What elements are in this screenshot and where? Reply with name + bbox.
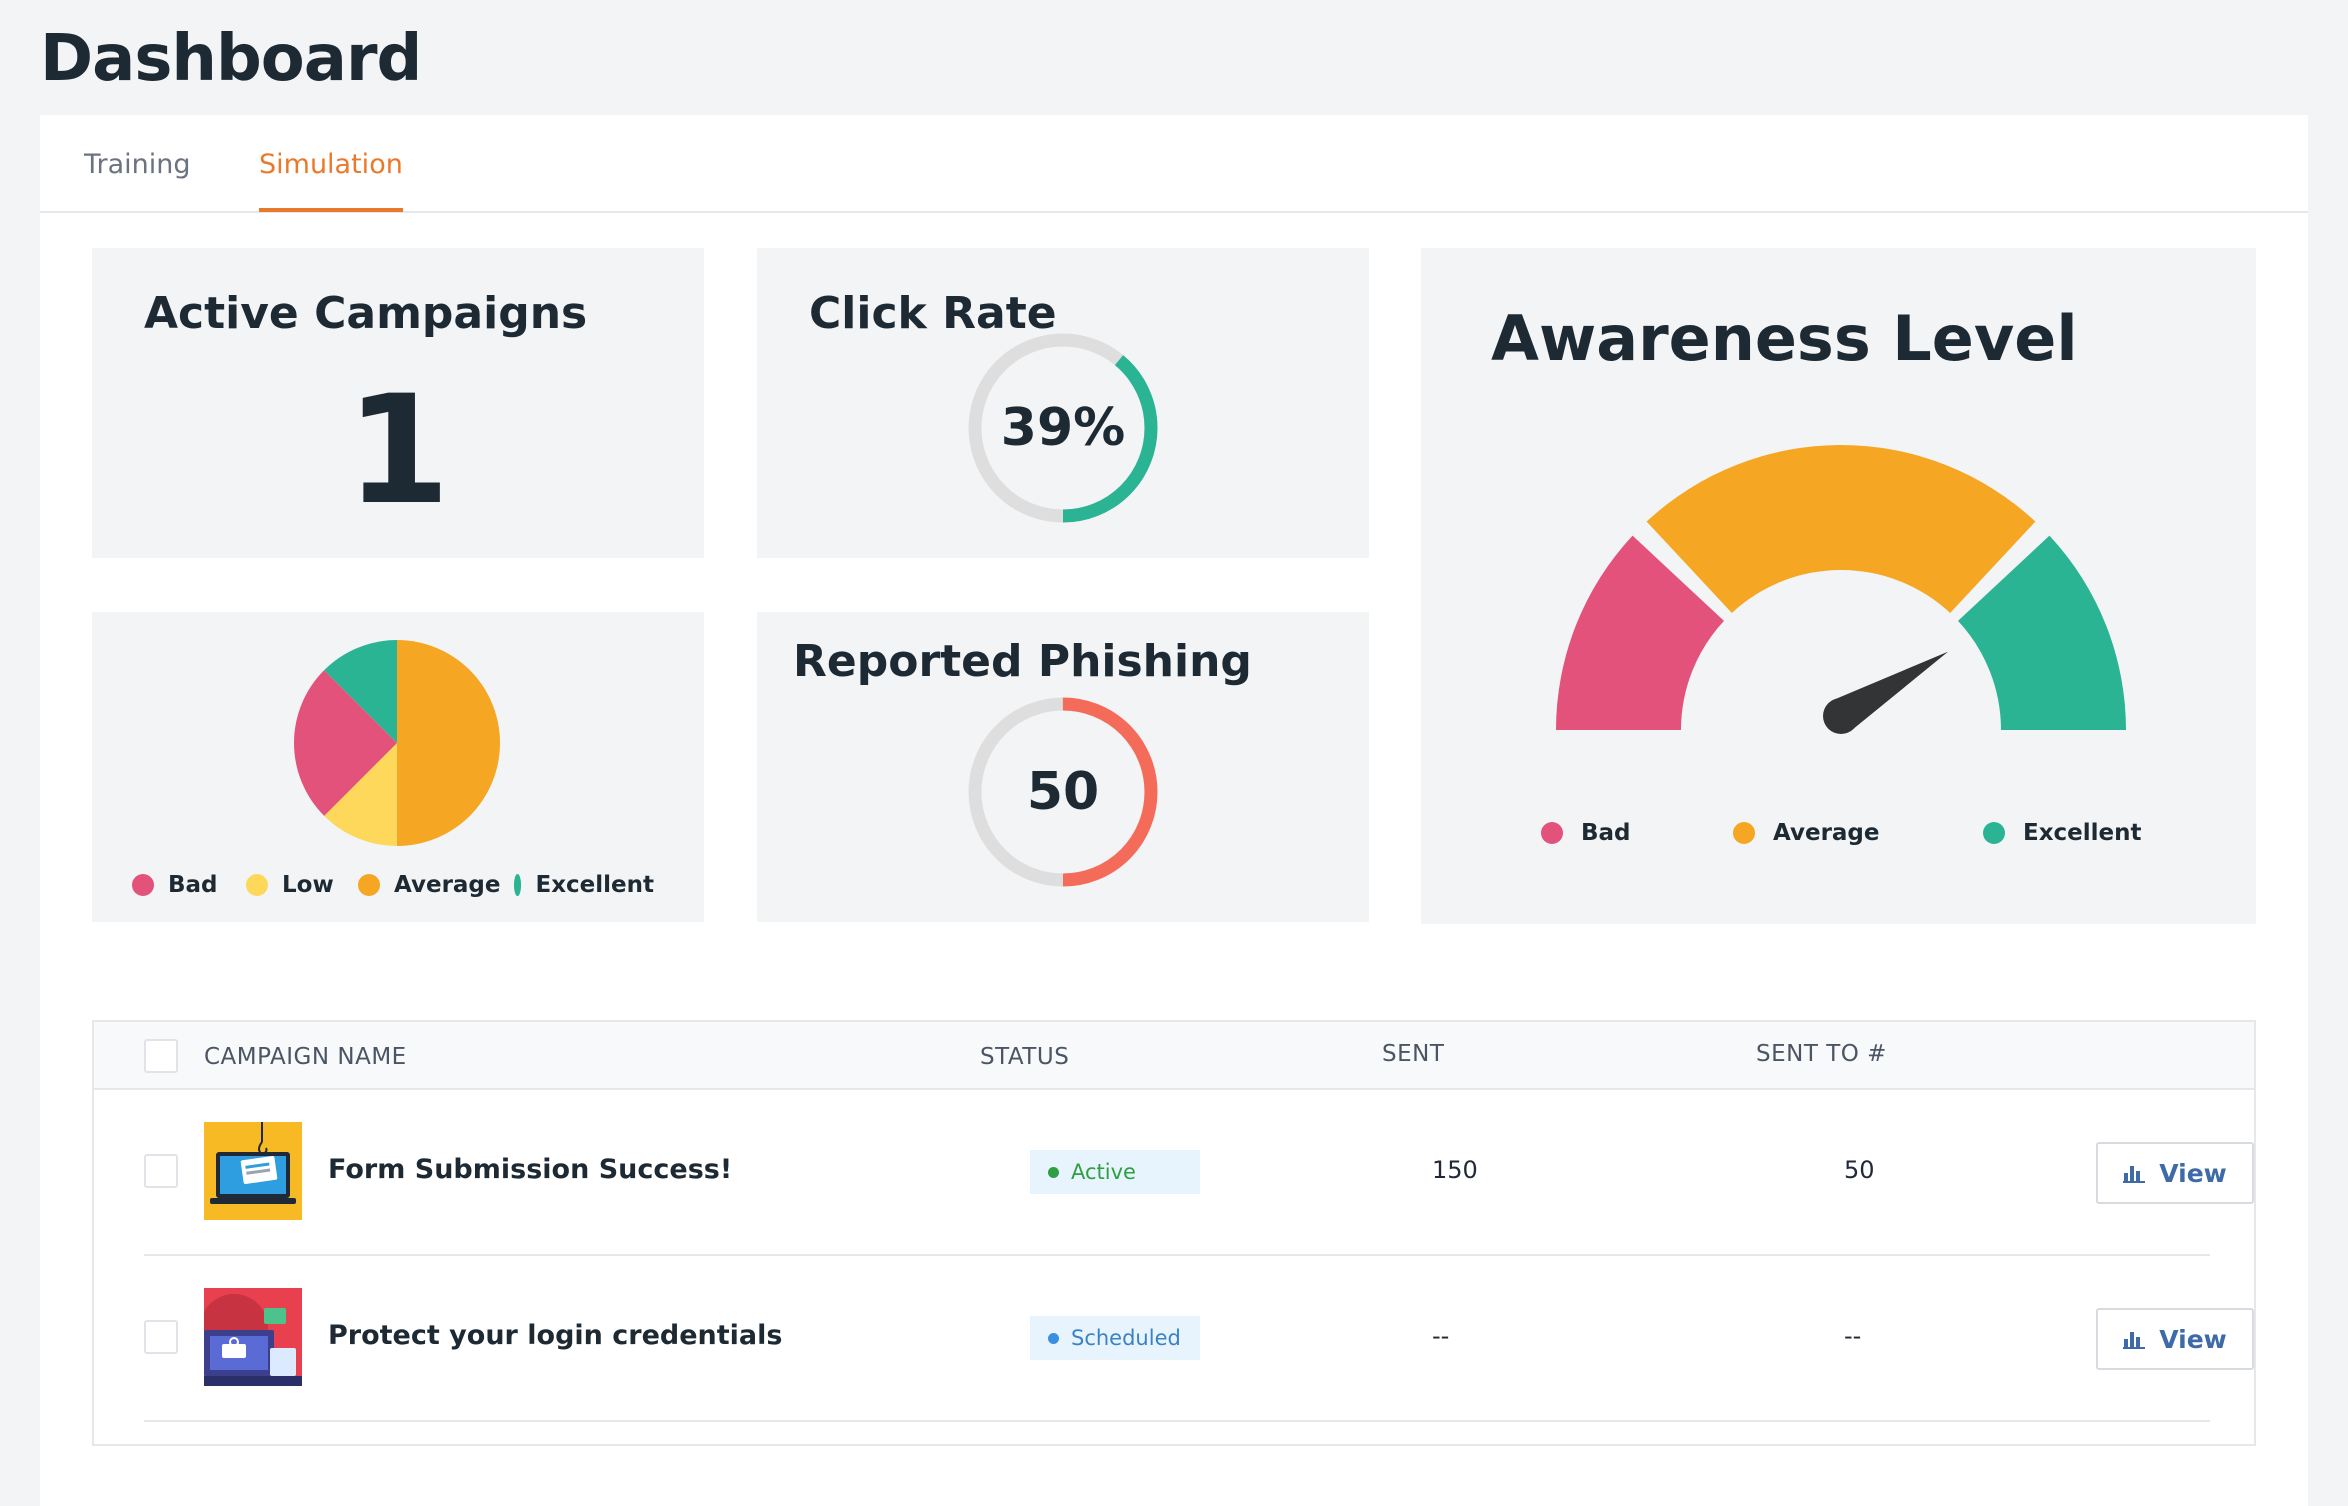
dashboard-panel: Training Simulation Active Campaigns 1 C…	[40, 115, 2308, 1506]
legend-item-excellent: Excellent	[1983, 820, 2142, 846]
pie-legend-item-average: Average	[358, 872, 514, 898]
pie-slice-average	[397, 640, 500, 846]
view-button[interactable]: View	[2096, 1142, 2254, 1204]
pie-legend-item-excellent: Excellent	[514, 872, 654, 898]
reported-phishing-arc	[968, 697, 1158, 887]
sent-value: 150	[1432, 1156, 1478, 1184]
page-title: Dashboard	[40, 22, 422, 96]
select-all-checkbox[interactable]	[144, 1039, 178, 1073]
sent-value: --	[1432, 1322, 1450, 1350]
tab-training[interactable]: Training	[84, 149, 191, 180]
pie-legend-label: Low	[282, 872, 334, 898]
campaigns-table: CAMPAIGN NAME STATUS SENT SENT TO #	[92, 1020, 2256, 1446]
status-badge: Scheduled	[1030, 1316, 1200, 1360]
click-rate-arc	[968, 333, 1158, 523]
legend-label-excellent: Excellent	[2023, 820, 2142, 846]
reported-phishing-card: Reported Phishing 50	[757, 612, 1369, 922]
legend-item-average: Average	[1733, 820, 1983, 846]
click-rate-title: Click Rate	[809, 288, 1057, 339]
pie-slice-bad	[294, 670, 397, 816]
campaign-name: Protect your login credentials	[328, 1320, 783, 1351]
pie-legend-dot	[514, 874, 522, 896]
tab-simulation[interactable]: Simulation	[259, 149, 403, 212]
gauge-legend: Bad Average Excellent	[1541, 820, 2142, 846]
awareness-pie-chart	[294, 640, 500, 846]
table-row: Form Submission Success! Active 150 50 V…	[144, 1090, 2254, 1256]
active-campaigns-title: Active Campaigns	[144, 288, 588, 339]
gauge-segment-average	[1646, 445, 2036, 613]
gauge-segment-excellent	[1958, 535, 2126, 730]
tab-bar: Training Simulation	[40, 115, 2308, 213]
view-button-label: View	[2159, 1324, 2227, 1354]
legend-dot-average	[1733, 822, 1755, 844]
pie-legend-dot	[132, 874, 154, 896]
active-campaigns-count: 1	[345, 364, 451, 538]
pie-legend-label: Average	[394, 872, 501, 898]
view-button-label: View	[2159, 1158, 2227, 1188]
view-button[interactable]: View	[2096, 1308, 2254, 1370]
header-status: STATUS	[980, 1044, 1070, 1070]
pie-slice-low	[324, 743, 397, 846]
legend-label-bad: Bad	[1581, 820, 1631, 846]
pie-slice-excellent	[324, 640, 397, 743]
status-dot	[1048, 1166, 1059, 1178]
status-badge: Active	[1030, 1150, 1200, 1194]
sent-to-value: 50	[1844, 1156, 1875, 1184]
awareness-gauge	[1556, 445, 2126, 734]
pie-legend-item-bad: Bad	[132, 872, 246, 898]
sent-to-value: --	[1844, 1322, 1862, 1350]
campaign-name: Form Submission Success!	[328, 1154, 733, 1185]
active-campaigns-card: Active Campaigns 1	[92, 248, 704, 558]
click-rate-ring: 39%	[967, 332, 1159, 524]
table-row: Protect your login credentials Scheduled…	[144, 1256, 2254, 1422]
awareness-level-title: Awareness Level	[1491, 302, 2078, 375]
pie-legend-dot	[246, 874, 268, 896]
reported-phishing-ring: 50	[967, 696, 1159, 888]
row-checkbox[interactable]	[144, 1320, 178, 1354]
status-label: Scheduled	[1071, 1326, 1181, 1350]
phishing-laptop-thumbnail	[204, 1122, 302, 1220]
legend-dot-bad	[1541, 822, 1563, 844]
click-rate-value: 39%	[1000, 398, 1126, 458]
row-checkbox[interactable]	[144, 1154, 178, 1188]
bar-chart-icon	[2123, 1166, 2146, 1183]
login-credentials-thumbnail	[204, 1288, 302, 1386]
reported-phishing-value: 50	[1026, 762, 1100, 822]
legend-dot-excellent	[1983, 822, 2005, 844]
bar-chart-icon	[2123, 1332, 2146, 1349]
table-header: CAMPAIGN NAME STATUS SENT SENT TO #	[94, 1022, 2254, 1090]
header-sent-to: SENT TO #	[1756, 1041, 1887, 1067]
awareness-pie-card: Bad Low Average Excellent	[92, 612, 704, 922]
pie-legend-label: Bad	[168, 872, 218, 898]
gauge-segment-bad	[1556, 535, 1724, 730]
pie-legend-item-low: Low	[246, 872, 358, 898]
status-label: Active	[1071, 1160, 1136, 1184]
gauge-needle	[1823, 651, 1949, 734]
pie-legend: Bad Low Average Excellent	[132, 872, 654, 898]
status-dot	[1048, 1332, 1059, 1344]
header-campaign-name: CAMPAIGN NAME	[204, 1044, 407, 1070]
pie-legend-dot	[358, 874, 380, 896]
click-rate-card: Click Rate 39%	[757, 248, 1369, 558]
header-sent: SENT	[1382, 1041, 1445, 1067]
pie-legend-label: Excellent	[535, 872, 654, 898]
legend-item-bad: Bad	[1541, 820, 1733, 846]
reported-phishing-title: Reported Phishing	[793, 636, 1252, 687]
awareness-level-card: Awareness Level Bad Average Excellent	[1421, 248, 2256, 924]
legend-label-average: Average	[1773, 820, 1880, 846]
